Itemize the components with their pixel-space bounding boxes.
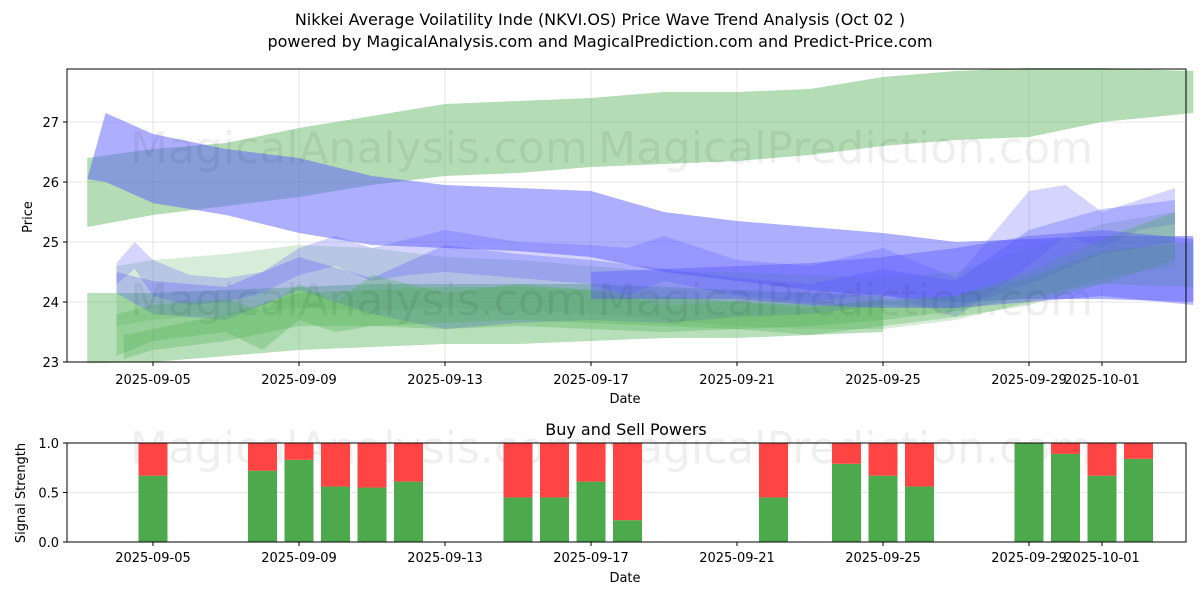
sell-bar [503, 443, 533, 498]
buy-bar [138, 475, 168, 542]
chart-title: Nikkei Average Voilatility Inde (NKVI.OS… [294, 10, 906, 29]
watermark-analysis-2: MagicalAnalysis.com [130, 275, 588, 326]
sell-bar [357, 443, 387, 488]
sell-bar [759, 443, 788, 498]
blue-lower-band-3 [591, 230, 1194, 308]
buy-bar [357, 487, 387, 542]
chart-subtitle: powered by MagicalAnalysis.com and Magic… [267, 32, 933, 51]
powers-bars [138, 443, 1153, 542]
x-tick-label: 2025-09-29 [991, 551, 1067, 566]
buy-bar [284, 459, 314, 542]
buy-bar [759, 497, 788, 542]
y-tick-label: 24 [42, 296, 59, 311]
sell-bar [1124, 443, 1153, 459]
buy-bar [248, 470, 277, 542]
sell-bar [905, 443, 934, 487]
price-plot-frame [66, 68, 1187, 363]
blue-lower-band-1 [116, 185, 1175, 317]
price-bands [87, 68, 1194, 364]
x-tick-label: 2025-09-25 [845, 373, 921, 388]
x-tick-label: 2025-09-05 [115, 551, 191, 566]
sell-bar [868, 443, 898, 476]
buy-bar [394, 481, 423, 542]
x-tick-label: 2025-10-01 [1064, 551, 1140, 566]
buy-bar [1087, 475, 1117, 542]
price-y-axis: 23 24 25 26 27 [42, 116, 67, 371]
sell-bar [613, 443, 642, 521]
x-tick-label: 2025-09-13 [407, 373, 483, 388]
x-tick-label: 2025-09-09 [261, 551, 337, 566]
buy-bar [832, 463, 861, 542]
y-tick-label: 0.5 [38, 487, 59, 502]
buy-bar [905, 486, 934, 542]
powers-x-axis-label: Date [609, 571, 640, 586]
y-tick-label: 23 [42, 356, 59, 371]
sell-bar [394, 443, 423, 482]
price-watermarks: MagicalAnalysis.com MagicalPrediction.co… [130, 123, 1093, 326]
x-tick-label: 2025-10-01 [1064, 373, 1140, 388]
buy-bar [1124, 458, 1153, 542]
buy-bar [321, 486, 350, 542]
green-upper-band [87, 68, 1194, 227]
buy-bar [576, 481, 606, 542]
green-lower-band-2 [116, 212, 1175, 329]
buy-bar [613, 520, 642, 542]
price-x-axis-label: Date [609, 392, 640, 407]
x-tick-label: 2025-09-17 [553, 373, 629, 388]
sell-bar [248, 443, 277, 471]
sell-bar [576, 443, 606, 482]
x-tick-label: 2025-09-05 [115, 373, 191, 388]
x-tick-label: 2025-09-17 [553, 551, 629, 566]
blue-lower-band-2 [116, 200, 1175, 329]
x-tick-label: 2025-09-29 [991, 373, 1067, 388]
sell-bar [540, 443, 569, 498]
y-tick-label: 0.0 [38, 536, 59, 551]
x-tick-label: 2025-09-13 [407, 551, 483, 566]
price-x-axis: 2025-09-05 2025-09-09 2025-09-13 2025-09-17… [115, 362, 1140, 388]
sell-bar [138, 443, 168, 476]
y-tick-label: 1.0 [38, 437, 59, 452]
sell-bar [321, 443, 350, 487]
powers-title: Buy and Sell Powers [545, 420, 707, 439]
buy-bar [540, 497, 569, 542]
y-tick-label: 27 [42, 116, 59, 131]
blue-upper-band [87, 113, 1194, 302]
sell-bar [1051, 443, 1080, 454]
sell-bar [832, 443, 861, 464]
y-tick-label: 25 [42, 236, 59, 251]
green-lower-band-3 [116, 212, 1175, 356]
buy-bar [503, 497, 533, 542]
powers-y-axis-label: Signal Strength [14, 443, 29, 543]
sell-bar [1087, 443, 1117, 476]
y-tick-label: 26 [42, 176, 59, 191]
buy-bar [868, 475, 898, 542]
x-tick-label: 2025-09-21 [699, 551, 775, 566]
price-y-axis-label: Price [21, 201, 36, 233]
buy-bar [1051, 453, 1080, 542]
x-tick-label: 2025-09-25 [845, 551, 921, 566]
green-lower-band-1 [87, 284, 884, 364]
x-tick-label: 2025-09-21 [699, 373, 775, 388]
watermark-prediction: MagicalPrediction.com [598, 123, 1093, 174]
watermark-prediction-2: MagicalPrediction.com [598, 275, 1093, 326]
powers-x-axis: 2025-09-05 2025-09-09 2025-09-13 2025-09-17… [115, 542, 1140, 566]
watermark-analysis: MagicalAnalysis.com [130, 123, 588, 174]
buy-bar [1014, 443, 1044, 542]
powers-y-axis: 0.0 0.5 1.0 [38, 437, 67, 551]
price-grid [67, 69, 1186, 363]
green-lower-band-4 [123, 242, 1194, 359]
x-tick-label: 2025-09-09 [261, 373, 337, 388]
sell-bar [284, 443, 314, 460]
